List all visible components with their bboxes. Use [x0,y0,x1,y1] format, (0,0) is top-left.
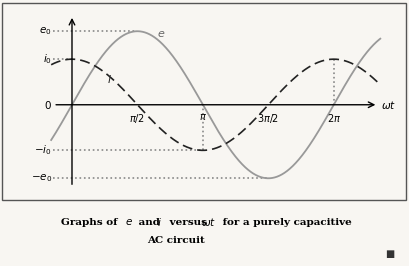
Text: $\omega t$: $\omega t$ [381,99,396,111]
Text: $i$: $i$ [157,216,162,228]
Text: $\omega t$: $\omega t$ [201,216,216,228]
Text: $i_0$: $i_0$ [43,52,52,66]
Text: Graphs of: Graphs of [61,218,121,227]
Text: for a purely capacitive: for a purely capacitive [219,218,352,227]
Text: $e$: $e$ [125,217,133,227]
Text: and: and [135,218,164,227]
Text: $3\pi/2$: $3\pi/2$ [257,112,279,125]
Text: $e$: $e$ [157,29,166,39]
Text: $-i_0$: $-i_0$ [34,143,52,157]
Text: $e_0$: $e_0$ [40,25,52,37]
Text: $-e_0$: $-e_0$ [31,172,52,184]
Text: $\pi/2$: $\pi/2$ [129,112,146,125]
Text: $\pi$: $\pi$ [199,112,207,122]
Text: AC circuit: AC circuit [147,236,205,245]
Text: ■: ■ [385,249,394,259]
Text: $i$: $i$ [108,73,112,85]
Text: versus: versus [166,218,210,227]
Text: $2\pi$: $2\pi$ [327,112,341,124]
Text: $0$: $0$ [44,99,52,111]
